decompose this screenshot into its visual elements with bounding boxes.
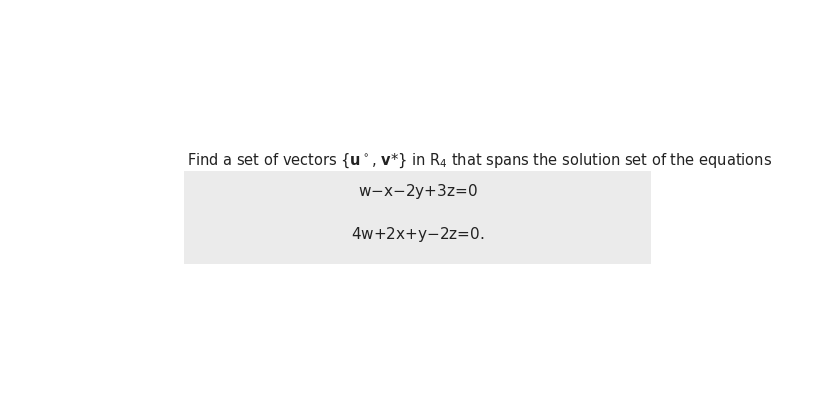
Text: 4w+2x+y$-$2z=0.: 4w+2x+y$-$2z=0.	[350, 225, 485, 244]
Text: w$-$x$-$2y+3z=0: w$-$x$-$2y+3z=0	[358, 182, 478, 201]
Bar	[184, 171, 651, 264]
Text: Find a set of vectors {$\bf{u}$$^\circ$, $\bf{v}$*} in R$_4$ that spans the solu: Find a set of vectors {$\bf{u}$$^\circ$,…	[187, 151, 773, 170]
